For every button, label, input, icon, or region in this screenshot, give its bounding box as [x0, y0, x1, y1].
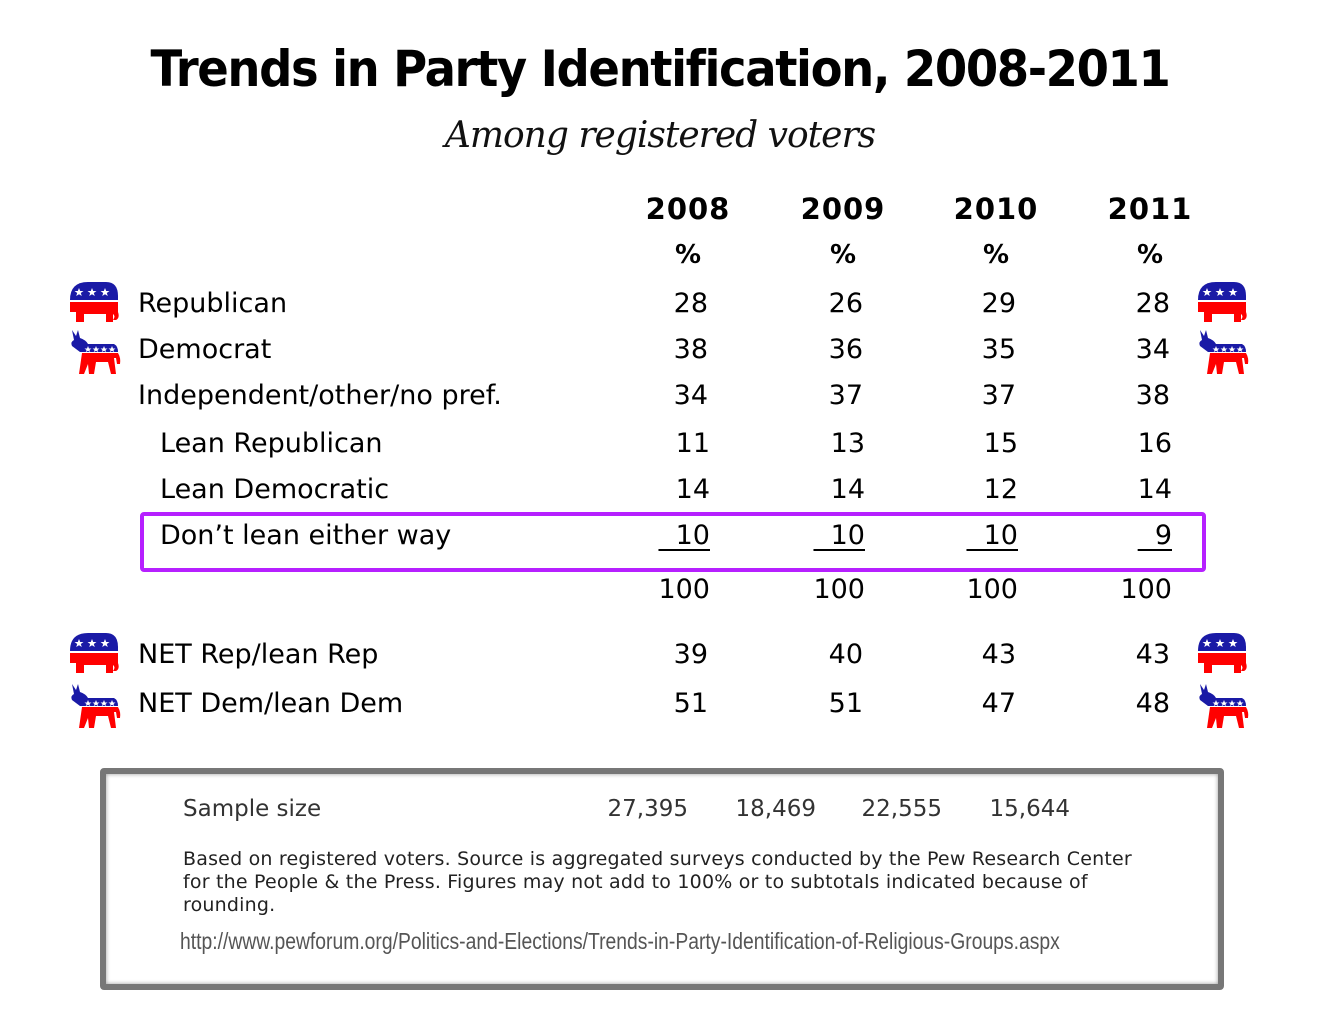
democrat-donkey-icon: [66, 682, 122, 730]
cell-lean-republican-2010: 15: [983, 428, 1018, 459]
democrat-donkey-icon: [66, 328, 122, 376]
cell-total-2008: 100: [658, 574, 710, 605]
cell-lean-democratic-2009: 14: [830, 474, 865, 505]
cell-net-dem-lean-dem-2008: 51: [673, 688, 708, 719]
cell-don-t-lean-either-way-2009: 10: [813, 520, 865, 551]
cell-lean-republican-2008: 11: [675, 428, 710, 459]
democrat-donkey-icon: [1194, 682, 1250, 730]
cell-total-2010: 100: [966, 574, 1018, 605]
row-label-independent-other-no-pref: Independent/other/no pref.: [138, 380, 502, 411]
row-label-net-rep-lean-rep: NET Rep/lean Rep: [138, 639, 379, 670]
sample-size-2008: 27,395: [607, 796, 688, 822]
percent-label-2008: %: [674, 240, 702, 270]
cell-net-dem-lean-dem-2009: 51: [828, 688, 863, 719]
cell-lean-republican-2011: 16: [1137, 428, 1172, 459]
cell-democrat-2008: 38: [673, 334, 708, 365]
cell-lean-democratic-2008: 14: [675, 474, 710, 505]
column-header-2011: 2011: [1107, 192, 1193, 226]
source-url: http://www.pewforum.org/Politics-and-Ele…: [180, 928, 1060, 954]
cell-total-2009: 100: [813, 574, 865, 605]
cell-net-rep-lean-rep-2010: 43: [981, 639, 1016, 670]
cell-republican-2011: 28: [1135, 288, 1170, 319]
row-label-lean-democratic: Lean Democratic: [160, 474, 390, 505]
row-label-lean-republican: Lean Republican: [160, 428, 383, 459]
cell-net-dem-lean-dem-2011: 48: [1135, 688, 1170, 719]
democrat-donkey-icon: [1194, 328, 1250, 376]
cell-don-t-lean-either-way-2008: 10: [658, 520, 710, 551]
highlight-box-dont-lean: [140, 512, 1206, 572]
cell-democrat-2009: 36: [828, 334, 863, 365]
cell-don-t-lean-either-way-2010: 10: [966, 520, 1018, 551]
cell-don-t-lean-either-way-2011: 9: [1137, 520, 1172, 551]
source-note: Based on registered voters. Source is ag…: [183, 848, 1132, 916]
percent-label-2011: %: [1136, 240, 1164, 270]
cell-independent-other-no-pref-2009: 37: [828, 380, 863, 411]
sample-size-2010: 22,555: [861, 796, 942, 822]
cell-independent-other-no-pref-2008: 34: [673, 380, 708, 411]
row-label-democrat: Democrat: [138, 334, 272, 365]
cell-republican-2008: 28: [673, 288, 708, 319]
republican-elephant-icon: [1194, 278, 1250, 326]
cell-net-rep-lean-rep-2011: 43: [1135, 639, 1170, 670]
cell-republican-2010: 29: [981, 288, 1016, 319]
column-header-2010: 2010: [953, 192, 1039, 226]
cell-republican-2009: 26: [828, 288, 863, 319]
cell-net-rep-lean-rep-2008: 39: [673, 639, 708, 670]
column-header-2008: 2008: [645, 192, 731, 226]
cell-independent-other-no-pref-2011: 38: [1135, 380, 1170, 411]
cell-net-dem-lean-dem-2010: 47: [981, 688, 1016, 719]
sample-size-2011: 15,644: [989, 796, 1070, 822]
row-label-don-t-lean-either-way: Don’t lean either way: [160, 520, 452, 551]
cell-lean-democratic-2011: 14: [1137, 474, 1172, 505]
cell-independent-other-no-pref-2010: 37: [981, 380, 1016, 411]
percent-label-2009: %: [829, 240, 857, 270]
sample-size-label: Sample size: [183, 796, 322, 822]
cell-democrat-2010: 35: [981, 334, 1016, 365]
republican-elephant-icon: [66, 629, 122, 677]
footer-box: [100, 768, 1224, 990]
row-label-net-dem-lean-dem: NET Dem/lean Dem: [138, 688, 404, 719]
republican-elephant-icon: [1194, 629, 1250, 677]
cell-lean-republican-2009: 13: [830, 428, 865, 459]
chart-subtitle: Among registered voters: [444, 115, 876, 156]
row-label-republican: Republican: [138, 288, 288, 319]
cell-democrat-2011: 34: [1135, 334, 1170, 365]
sample-size-2009: 18,469: [735, 796, 816, 822]
cell-net-rep-lean-rep-2009: 40: [828, 639, 863, 670]
column-header-2009: 2009: [800, 192, 886, 226]
republican-elephant-icon: [66, 278, 122, 326]
chart-title: Trends in Party Identification, 2008-201…: [150, 40, 1171, 98]
cell-lean-democratic-2010: 12: [983, 474, 1018, 505]
cell-total-2011: 100: [1120, 574, 1172, 605]
percent-label-2010: %: [982, 240, 1010, 270]
